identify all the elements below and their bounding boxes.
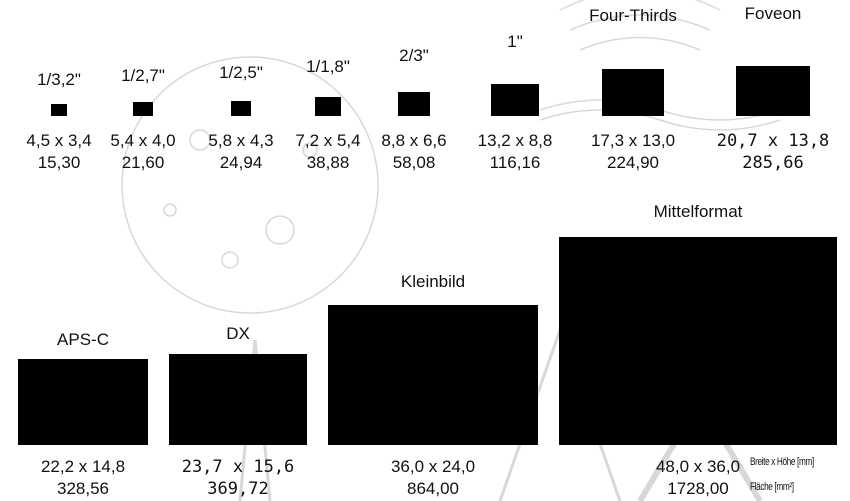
- sensor-rect-2-3: [398, 92, 430, 116]
- sensor-rect-1-3-2: [50, 103, 68, 116]
- sensor-area-aps-c: 328,56: [57, 479, 109, 498]
- sensor-area-mittelformat: 1728,00: [667, 479, 729, 498]
- sensor-dimensions-mittelformat: 48,0 x 36,0: [655, 457, 741, 476]
- sensor-area-1-inch: 116,16: [489, 153, 541, 172]
- sensor-rect-mittelformat: [559, 237, 837, 445]
- sensor-area-1-2-7: 21,60: [121, 153, 165, 172]
- sensor-name-foveon: Foveon: [744, 4, 802, 23]
- sensor-dimensions-kleinbild: 36,0 x 24,0: [390, 457, 476, 476]
- sensor-area-1-3-2: 15,30: [37, 153, 81, 172]
- sensor-area-foveon: 285,66: [742, 153, 804, 173]
- sensor-dimensions-2-3: 8,8 x 6,6: [381, 131, 447, 150]
- sensor-area-1-2-5: 24,94: [219, 153, 263, 172]
- sensor-name-four-thirds: Four-Thirds: [589, 6, 677, 25]
- sensor-name-dx: DX: [226, 324, 250, 343]
- sensor-dimensions-foveon: 20,7 x 13,8: [716, 131, 830, 151]
- sensor-name-2-3: 2/3": [399, 46, 429, 65]
- sensor-rect-1-1-8: [315, 96, 341, 116]
- sensor-name-1-2-7: 1/2,7": [121, 66, 165, 85]
- sensor-rect-1-inch: [491, 84, 539, 116]
- sensor-area-2-3: 58,08: [392, 153, 436, 172]
- sensor-dimensions-four-thirds: 17,3 x 13,0: [590, 131, 676, 150]
- sensor-name-aps-c: APS-C: [57, 330, 109, 349]
- sensor-name-1-1-8: 1/1,8": [306, 57, 350, 76]
- legend-dimension-label: Breite x Höhe [mm]: [750, 456, 814, 468]
- sensor-name-1-3-2: 1/3,2": [37, 70, 81, 89]
- sensor-rect-1-2-7: [133, 101, 153, 116]
- sensor-rect-dx: [169, 354, 307, 445]
- sensor-name-kleinbild: Kleinbild: [400, 272, 466, 291]
- sensor-area-kleinbild: 864,00: [407, 479, 459, 498]
- sensor-name-1-2-5: 1/2,5": [219, 63, 263, 82]
- sensor-rect-kleinbild: [328, 305, 538, 445]
- sensor-dimensions-1-inch: 13,2 x 8,8: [477, 131, 553, 150]
- sensor-name-1-inch: 1": [507, 32, 523, 51]
- sensor-area-dx: 369,72: [207, 479, 269, 499]
- sensor-rect-four-thirds: [601, 69, 665, 116]
- sensor-dimensions-1-1-8: 7,2 x 5,4: [295, 131, 361, 150]
- sensor-rect-foveon: [735, 66, 811, 116]
- sensor-area-1-1-8: 38,88: [306, 153, 350, 172]
- sensor-rect-aps-c: [18, 358, 148, 445]
- sensor-dimensions-1-2-7: 5,4 x 4,0: [110, 131, 176, 150]
- sensor-name-mittelformat: Mittelformat: [653, 202, 743, 221]
- sensor-dimensions-dx: 23,7 x 15,6: [181, 457, 295, 477]
- sensor-dimensions-1-2-5: 5,8 x 4,3: [208, 131, 274, 150]
- sensor-dimensions-1-3-2: 4,5 x 3,4: [26, 131, 92, 150]
- legend-area-label: Fläche [mm²]: [750, 481, 794, 493]
- sensor-rect-1-2-5: [230, 100, 252, 116]
- sensor-area-four-thirds: 224,90: [607, 153, 659, 172]
- sensor-dimensions-aps-c: 22,2 x 14,8: [40, 457, 126, 476]
